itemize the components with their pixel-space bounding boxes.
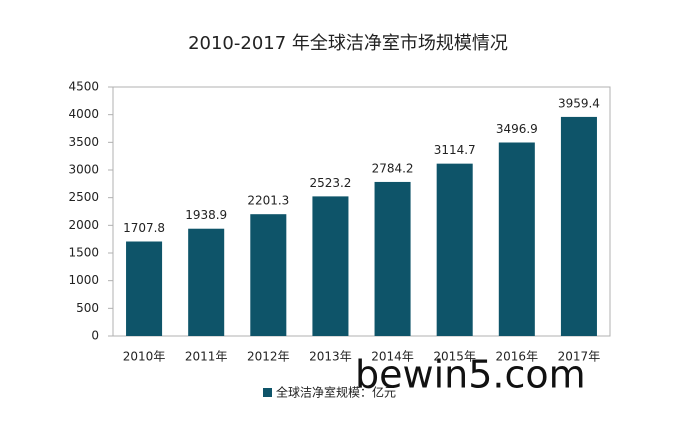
x-tick-label: 2013年 [309,350,352,364]
data-label: 3496.9 [496,122,538,136]
y-tick-label: 0 [91,329,99,343]
y-tick-label: 3500 [68,135,99,149]
x-tick-label: 2014年 [371,350,414,364]
y-tick-label: 2500 [68,190,99,204]
y-tick-label: 1000 [68,273,99,287]
bar [498,142,535,336]
watermark: bewin5.com [355,353,586,397]
bar [436,163,473,336]
plot-frame [112,86,611,337]
bar [560,116,597,336]
data-label: 2201.3 [247,194,289,208]
bar [126,241,163,336]
x-tick-label: 2010年 [123,350,166,364]
y-tick-label: 500 [76,301,99,315]
y-tick-label: 2000 [68,218,99,232]
data-label: 2523.2 [309,176,351,190]
y-tick-label: 4500 [68,80,99,94]
y-tick-label: 1500 [68,246,99,260]
legend-swatch [263,388,272,397]
data-label: 1938.9 [185,208,227,222]
data-label: 1707.8 [123,221,165,235]
bar [188,228,225,336]
data-label: 3114.7 [434,143,476,157]
x-tick-label: 2011年 [185,350,228,364]
x-tick-label: 2012年 [247,350,290,364]
y-tick-label: 3000 [68,163,99,177]
x-tick-label: 2017年 [558,350,601,364]
bar [250,214,287,336]
chart-title: 2010-2017 年全球洁净室市场规模情况 [188,33,508,54]
bar [374,181,411,336]
y-tick-label: 4000 [68,107,99,121]
bar [312,196,349,336]
data-label: 2784.2 [372,161,414,175]
data-label: 3959.4 [558,96,600,110]
x-tick-label: 2016年 [496,350,539,364]
legend-label: 全球洁净室规模：亿元 [276,385,396,400]
x-tick-label: 2015年 [433,350,476,364]
